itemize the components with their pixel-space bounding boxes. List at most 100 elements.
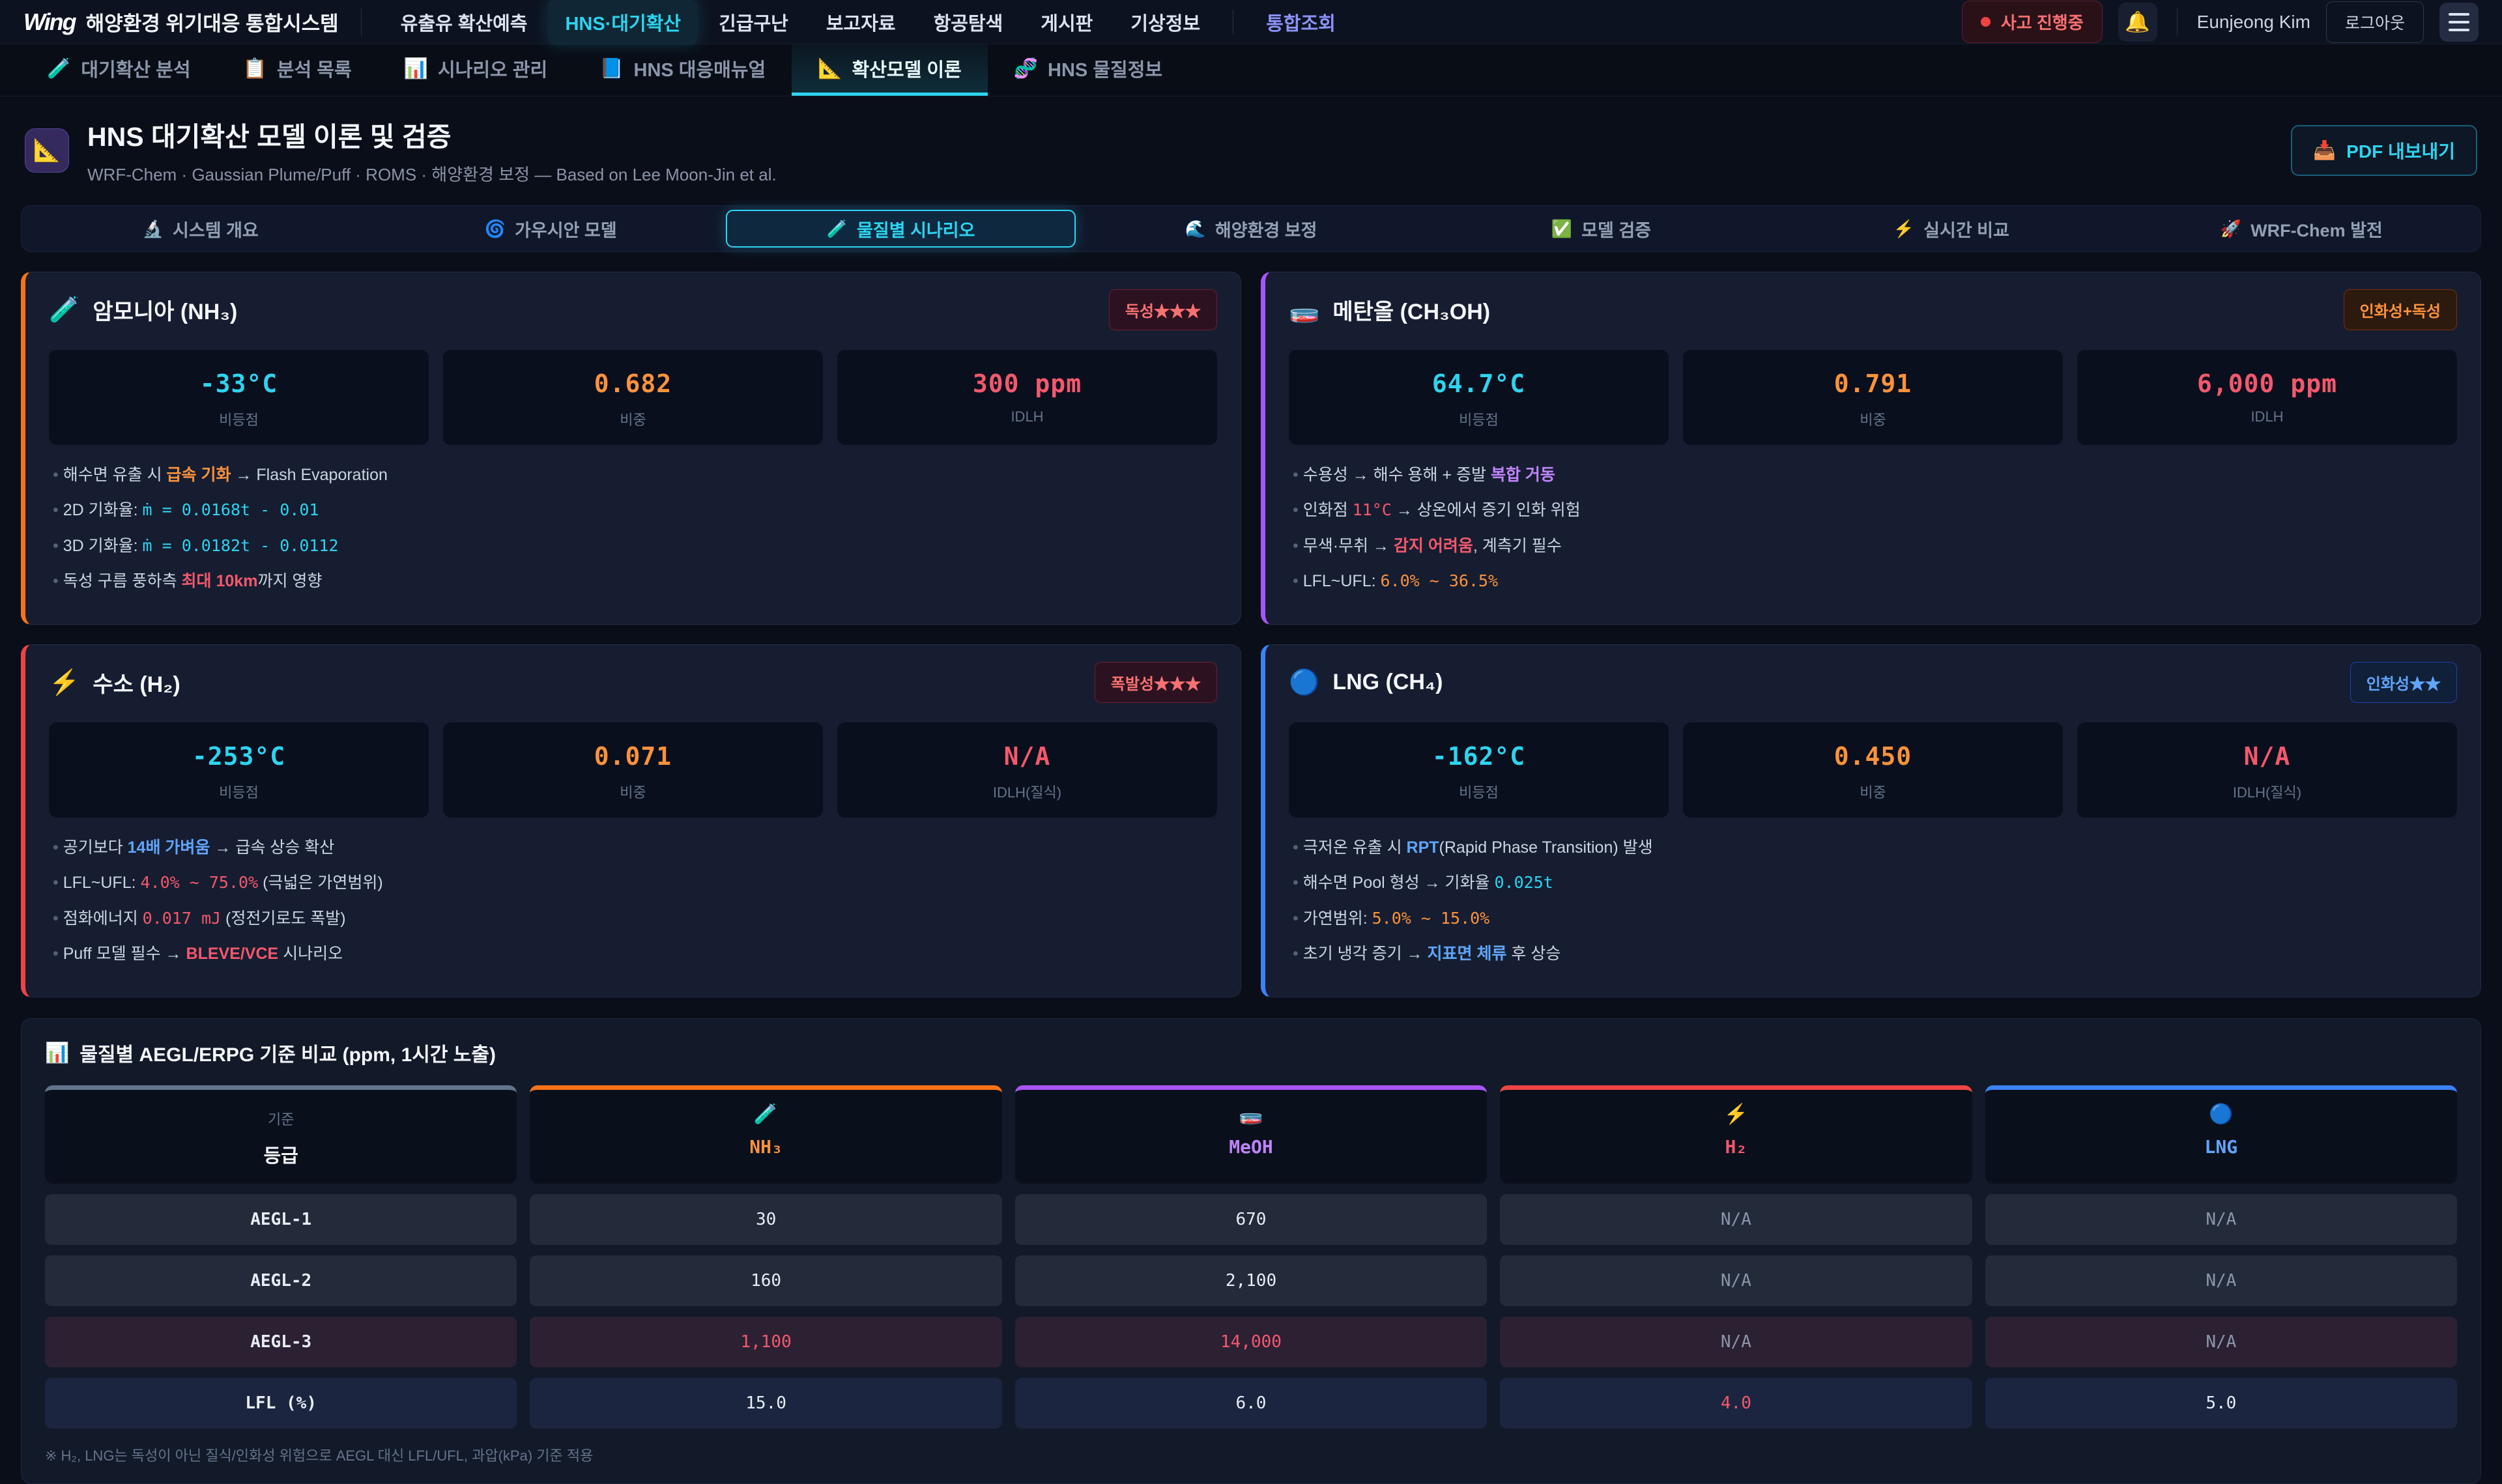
nav-item-hns-diffusion[interactable]: HNS·대기확산 [548, 0, 698, 45]
table-row-aegl1: AEGL-1 30 670 N/A N/A [45, 1194, 2457, 1245]
substance-cards: 🧪 암모니아 (NH₃) 독성★★★ -33°C 비등점 0.682 비중 300 … [21, 272, 2481, 997]
tab-label: 시나리오 관리 [438, 60, 548, 81]
test-tube-icon: 🧪 [753, 1104, 779, 1125]
table-header-criteria: 기준 등급 [45, 1085, 517, 1184]
section-tab-marine-correction[interactable]: 🌊 해양환경 보정 [1076, 210, 1426, 248]
bullet: 무색·무취 → 감지 어려움, 계측기 필수 [1293, 534, 2457, 558]
section-tab-realtime-comparison[interactable]: ⚡ 실시간 비교 [1776, 210, 2126, 248]
bullet: 점화에너지 0.017 mJ (정전기로도 폭발) [53, 907, 1217, 930]
nav-item-weather[interactable]: 기상정보 [1130, 13, 1201, 35]
table-header-row: 기준 등급 🧪 NH₃ 🧫 MeOH ⚡ H₂ 🔵 LNG [45, 1085, 2457, 1184]
tab-label: 확산모델 이론 [852, 60, 962, 81]
page-title: HNS 대기확산 모델 이론 및 검증 [87, 122, 452, 152]
section-tab-wrf-chem[interactable]: 🚀 WRF-Chem 발전 [2127, 210, 2477, 248]
card-title: 암모니아 (NH₃) [93, 300, 238, 324]
bullet: 3D 기화율: ṁ = 0.0182t - 0.0112 [53, 534, 1217, 558]
page-header: 📐 HNS 대기확산 모델 이론 및 검증 WRF-Chem · Gaussia… [0, 96, 2502, 199]
nav-item-integrated-search[interactable]: 통합조회 [1266, 13, 1336, 35]
bell-icon: 🔔 [2125, 10, 2150, 33]
stat-specific-gravity: 0.071 비중 [443, 722, 823, 818]
tab-label: HNS 대응매뉴얼 [633, 60, 766, 81]
hazard-badge: 폭발성★★★ [1094, 662, 1217, 703]
download-icon: 📥 [2313, 140, 2337, 160]
table-header-lng: 🔵 LNG [1985, 1085, 2457, 1184]
test-tube-icon: 🧪 [826, 218, 848, 238]
table-footnote: ※ H₂, LNG는 독성이 아닌 질식/인화성 위험으로 AEGL 대신 LF… [45, 1448, 594, 1464]
blue-circle-icon: 🔵 [1289, 668, 1320, 696]
tab-hns-manual[interactable]: 📘 HNS 대응매뉴얼 [573, 44, 792, 96]
card-bullets: 수용성 → 해수 용해 + 증발 복합 거동 인화점 11°C → 상온에서 증… [1289, 463, 2457, 593]
stat-idlh: N/A IDLH(질식) [837, 722, 1217, 818]
bullet: 독성 구름 풍하측 최대 10km까지 영향 [53, 569, 1217, 593]
bullet: Puff 모델 필수 → BLEVE/VCE 시나리오 [53, 942, 1217, 965]
notification-bell-button[interactable]: 🔔 [2118, 2, 2157, 42]
page-subtitle: WRF-Chem · Gaussian Plume/Puff · ROMS · … [87, 165, 777, 184]
bullet: 초기 냉각 증기 → 지표면 체류 후 상승 [1293, 942, 2457, 965]
petri-dish-icon: 🧫 [1289, 296, 1320, 324]
cyclone-icon: 🌀 [484, 218, 506, 238]
test-tube-icon: 🧪 [49, 296, 80, 324]
card-title: LNG (CH₄) [1332, 670, 1443, 694]
stat-boiling-point: -253°C 비등점 [49, 722, 429, 818]
app-title: 해양환경 위기대응 통합시스템 [85, 12, 339, 35]
tab-model-theory[interactable]: 📐 확산모델 이론 [792, 44, 988, 96]
card-ammonia: 🧪 암모니아 (NH₃) 독성★★★ -33°C 비등점 0.682 비중 300 … [21, 272, 1241, 625]
card-title: 메탄올 (CH₃OH) [1332, 300, 1491, 324]
tab-label: 분석 목록 [276, 60, 352, 81]
tab-scenario-management[interactable]: 📊 시나리오 관리 [378, 44, 574, 96]
hamburger-menu-button[interactable] [2439, 2, 2479, 42]
blue-circle-icon: 🔵 [2209, 1104, 2234, 1125]
section-tab-model-validation[interactable]: ✅ 모델 검증 [1426, 210, 1776, 248]
petri-dish-icon: 🧫 [1239, 1104, 1263, 1125]
tab-hns-substance-info[interactable]: 🧬 HNS 물질정보 [988, 44, 1188, 96]
incident-status-badge[interactable]: 사고 진행중 [1961, 1, 2103, 43]
nav-item-aerial-search[interactable]: 항공탐색 [933, 13, 1003, 35]
table-header-nh3: 🧪 NH₃ [530, 1085, 1002, 1184]
nav-item-emergency-rescue[interactable]: 긴급구난 [719, 13, 788, 35]
section-tab-gaussian-model[interactable]: 🌀 가우시안 모델 [375, 210, 725, 248]
stat-idlh: N/A IDLH(질식) [2077, 722, 2457, 818]
nav-item-reports[interactable]: 보고자료 [826, 13, 896, 35]
bullet: 가연범위: 5.0% ~ 15.0% [1293, 907, 2457, 930]
card-bullets: 공기보다 14배 가벼움 → 급속 상승 확산 LFL~UFL: 4.0% ~ … [49, 836, 1217, 965]
section-tab-label: 물질별 시나리오 [857, 220, 975, 240]
card-hydrogen: ⚡ 수소 (H₂) 폭발성★★★ -253°C 비등점 0.071 비중 N/A ID… [21, 644, 1241, 997]
navbar-right: 사고 진행중 🔔 Eunjeong Kim 로그아웃 [1961, 1, 2479, 43]
tab-label: 대기확산 분석 [81, 60, 191, 81]
table-header-meoh: 🧫 MeOH [1014, 1085, 1488, 1184]
nav-item-board[interactable]: 게시판 [1041, 13, 1093, 35]
card-bullets: 극저온 유출 시 RPT(Rapid Phase Transition) 발생 … [1289, 836, 2457, 965]
triangle-ruler-icon: 📐 [818, 57, 842, 79]
lightning-icon: ⚡ [49, 668, 80, 696]
stat-idlh: 6,000 ppm IDLH [2077, 350, 2457, 445]
hazard-badge: 인화성+독성 [2343, 289, 2457, 330]
section-tab-label: 실시간 비교 [1923, 220, 2009, 240]
wave-icon: 🌊 [1185, 218, 1206, 238]
aegl-comparison-section: 📊 물질별 AEGL/ERPG 기준 비교 (ppm, 1시간 노출) 기준 등… [21, 1018, 2481, 1484]
card-title: 수소 (H₂) [93, 672, 180, 697]
divider [2176, 8, 2178, 36]
page-icon-glyph: 📐 [33, 137, 61, 163]
section-tab-substance-scenarios[interactable]: 🧪 물질별 시나리오 [725, 210, 1076, 248]
nav-item-oil-spill[interactable]: 유출유 확산예측 [400, 13, 528, 35]
table-row-aegl2: AEGL-2 160 2,100 N/A N/A [45, 1255, 2457, 1306]
tab-diffusion-analysis[interactable]: 🧪 대기확산 분석 [21, 44, 217, 96]
bar-chart-icon: 📊 [45, 1042, 70, 1064]
section-tab-bar: 🔬 시스템 개요 🌀 가우시안 모델 🧪 물질별 시나리오 🌊 해양환경 보정 … [21, 205, 2481, 252]
bullet: 2D 기화율: ṁ = 0.0168t - 0.01 [53, 498, 1217, 522]
check-icon: ✅ [1551, 218, 1573, 238]
microscope-icon: 🔬 [142, 218, 164, 238]
hazard-badge: 인화성★★ [2350, 662, 2457, 703]
tab-label: HNS 물질정보 [1048, 60, 1163, 81]
bullet: 해수면 유출 시 급속 기화 → Flash Evaporation [53, 463, 1217, 487]
triangle-ruler-icon: 📐 [25, 128, 69, 173]
table-header-h2: ⚡ H₂ [1500, 1085, 1972, 1184]
bullet: 공기보다 14배 가벼움 → 급속 상승 확산 [53, 836, 1217, 859]
section-tab-system-overview[interactable]: 🔬 시스템 개요 [25, 210, 375, 248]
rocket-icon: 🚀 [2220, 218, 2242, 238]
logout-button[interactable]: 로그아웃 [2325, 1, 2424, 43]
pdf-export-button[interactable]: 📥 PDF 내보내기 [2291, 124, 2477, 176]
test-tube-icon: 🧪 [47, 57, 72, 79]
tab-analysis-list[interactable]: 📋 분석 목록 [217, 44, 378, 96]
section-tab-label: 가우시안 모델 [515, 220, 617, 240]
